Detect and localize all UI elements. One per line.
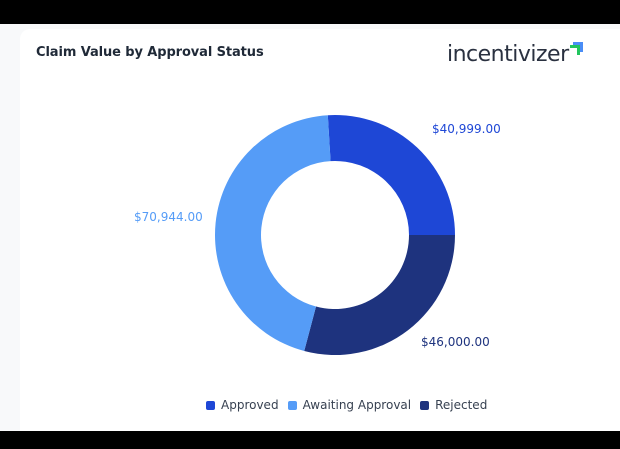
legend-label: Awaiting Approval [302,398,412,412]
approved-swatch [206,400,215,410]
chart-card [20,29,620,449]
legend-item-awaiting-approval[interactable]: Awaiting Approval [287,398,412,412]
bottom-letterbox [0,431,620,449]
legend-label: Approved [221,398,279,412]
legend-item-rejected[interactable]: Rejected [420,398,487,412]
approved-slice[interactable] [327,115,455,236]
legend-item-approved[interactable]: Approved [206,398,279,412]
chart-legend: Approved Awaiting Approval Rejected [206,398,496,412]
rejected-slice[interactable] [304,235,455,355]
awaiting-swatch [287,400,297,410]
awaiting-approval-slice[interactable] [214,115,331,351]
approved-value-label: $40,999.00 [432,122,501,136]
logo-arrow-icon [569,42,583,55]
rejected-swatch [420,400,430,410]
incentivizer-logo: incentivizer [447,40,584,70]
top-letterbox [0,0,620,24]
legend-label: Rejected [435,398,488,412]
chart-title: Claim Value by Approval Status [36,45,264,60]
rejected-value-label: $46,000.00 [421,335,490,349]
awaiting-value-label: $70,944.00 [134,210,203,224]
logo-text: incentivizer [447,42,569,67]
